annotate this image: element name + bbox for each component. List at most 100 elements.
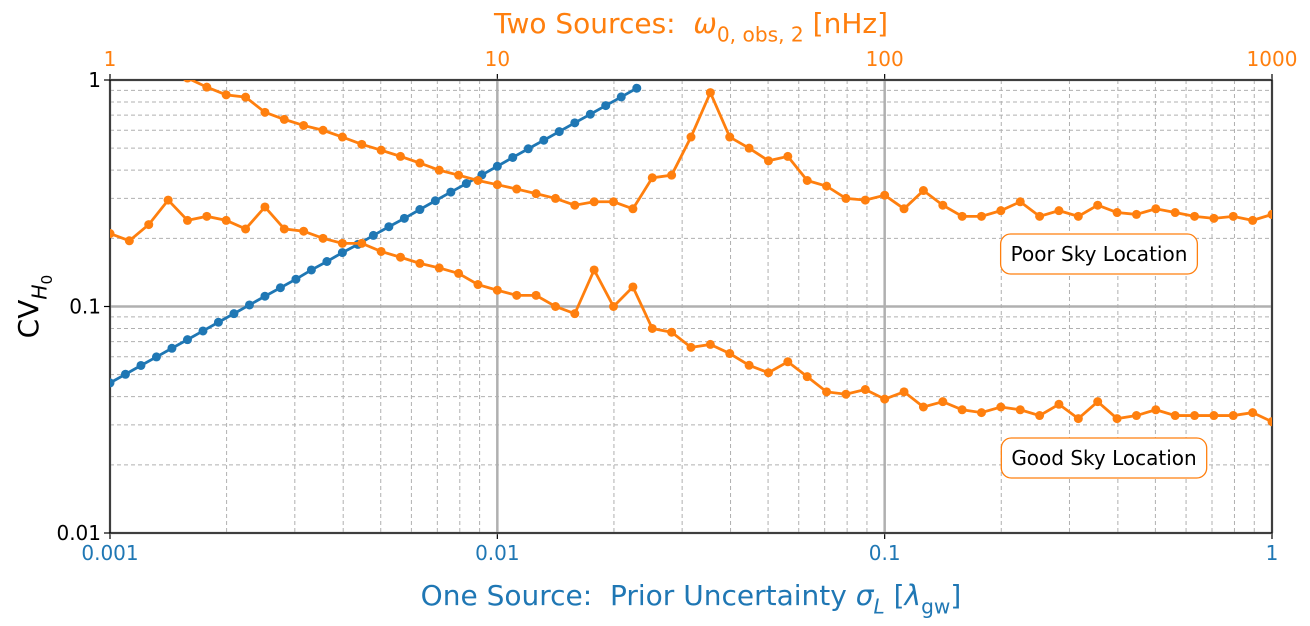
data-point: [136, 360, 146, 370]
x2-tick-label: 100: [866, 47, 904, 71]
data-point: [570, 118, 580, 128]
data-point: [318, 233, 328, 243]
data-point: [880, 190, 890, 200]
data-point: [686, 132, 696, 142]
x-tick-label: 0.1: [869, 541, 901, 565]
data-point: [221, 215, 231, 225]
axis-label: CVH0: [12, 275, 56, 339]
x2-tick-label: 1: [104, 47, 117, 71]
data-point: [1190, 211, 1200, 221]
data-point: [601, 101, 611, 111]
data-point: [182, 335, 192, 345]
data-point: [628, 204, 638, 214]
data-point: [241, 224, 251, 234]
data-point: [822, 387, 832, 397]
data-point: [1093, 397, 1103, 407]
data-point: [260, 202, 270, 212]
annotation-box: [999, 233, 1199, 275]
data-point: [279, 224, 289, 234]
data-point: [357, 139, 367, 149]
data-point: [647, 173, 657, 183]
data-point: [783, 357, 793, 367]
annotation-box: [1000, 437, 1208, 479]
data-point: [667, 327, 677, 337]
label-part: L: [873, 594, 884, 618]
data-point: [802, 372, 812, 382]
data-point: [1190, 411, 1200, 421]
data-point: [725, 349, 735, 359]
plot-frame: [109, 79, 1273, 534]
axis-label: Two Sources: ω0, obs, 2 [nHz]: [493, 7, 888, 46]
data-point: [229, 309, 239, 319]
data-point: [399, 213, 409, 223]
data-point: [337, 132, 347, 142]
x-tick-label: 0.001: [81, 541, 138, 565]
data-point: [1248, 215, 1258, 225]
data-point: [1112, 414, 1122, 424]
data-point: [124, 236, 134, 246]
label-part: H: [27, 284, 51, 299]
data-point: [860, 195, 870, 205]
data-point: [492, 161, 502, 171]
data-point: [198, 326, 208, 336]
data-point: [164, 66, 173, 75]
data-point: [1131, 209, 1141, 219]
data-point: [183, 80, 192, 83]
data-point: [1035, 411, 1045, 421]
label-part: ω: [693, 7, 716, 40]
data-point: [686, 342, 696, 352]
data-point: [918, 186, 928, 196]
data-point: [550, 193, 560, 203]
data-point: [802, 175, 812, 185]
data-point: [725, 132, 735, 142]
data-point: [589, 197, 599, 207]
data-point: [322, 257, 332, 267]
data-point: [841, 389, 851, 399]
data-point: [647, 323, 657, 333]
data-point: [279, 114, 289, 124]
data-point: [1267, 209, 1272, 219]
data-point: [430, 196, 440, 206]
data-point: [1054, 206, 1064, 216]
data-point: [1073, 211, 1083, 221]
label-part: [nHz]: [804, 7, 888, 40]
data-point: [376, 246, 386, 256]
data-point: [454, 170, 464, 180]
data-point: [918, 402, 928, 412]
data-point: [275, 283, 285, 293]
data-point: [539, 135, 549, 145]
label-part: [: [885, 579, 905, 612]
data-point: [1073, 414, 1083, 424]
label-part: σ: [856, 579, 875, 612]
data-point: [395, 151, 405, 161]
data-point: [1035, 211, 1045, 221]
data-point: [299, 120, 309, 130]
data-point: [260, 291, 270, 301]
data-point: [151, 352, 161, 362]
y-tick-label: 0.1: [69, 295, 101, 319]
data-point: [376, 145, 386, 155]
data-point: [241, 92, 251, 102]
data-point: [395, 252, 405, 262]
label-part: 0: [38, 275, 56, 285]
data-point: [202, 211, 212, 221]
data-point: [110, 229, 115, 239]
data-point: [299, 226, 309, 236]
data-point: [454, 268, 464, 278]
data-point: [570, 309, 580, 319]
data-point: [938, 200, 948, 210]
label-part: 0, obs, 2: [717, 22, 804, 46]
data-point: [125, 42, 134, 51]
label-part: One Source: Prior Uncertainty: [421, 579, 856, 612]
data-point: [434, 263, 444, 273]
data-point: [589, 265, 599, 275]
data-point: [957, 211, 967, 221]
data-point: [110, 378, 115, 388]
data-point: [523, 144, 533, 154]
data-point: [841, 193, 851, 203]
data-point: [938, 397, 948, 407]
y-tick-label: 0.01: [56, 521, 101, 545]
data-point: [531, 189, 541, 199]
data-point: [318, 125, 328, 135]
data-point: [1248, 408, 1258, 418]
